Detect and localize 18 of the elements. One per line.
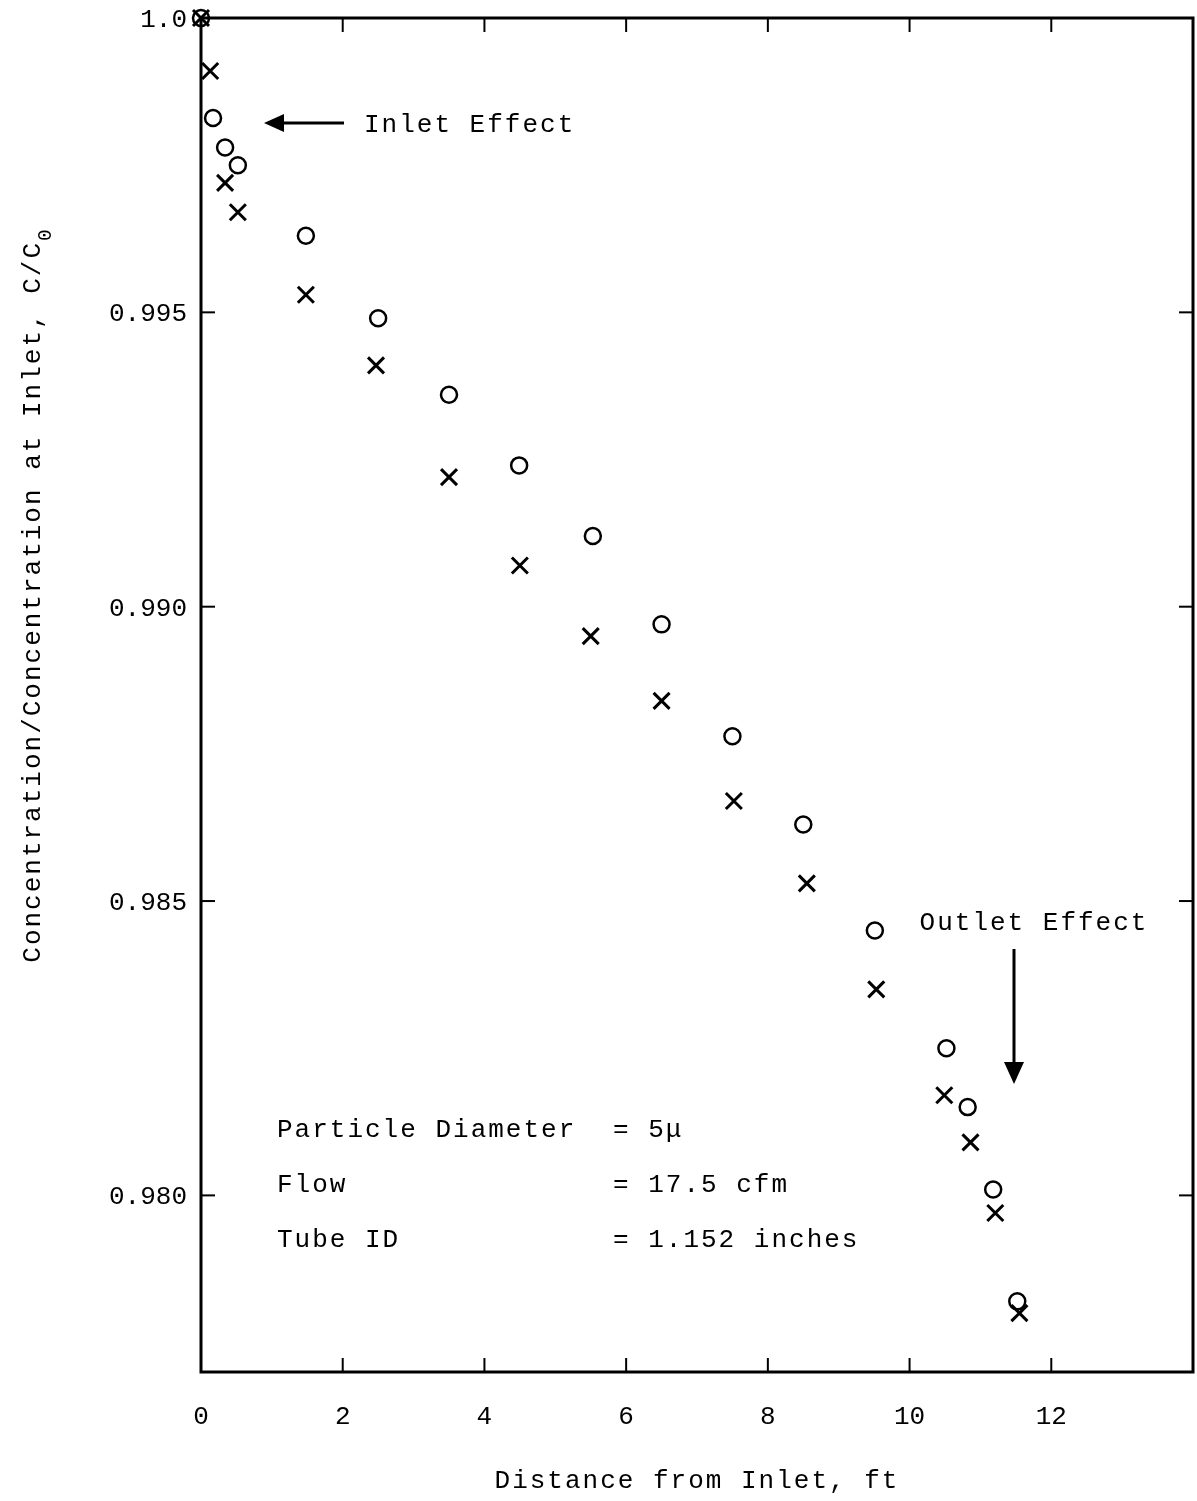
annotation: Inlet Effect — [364, 110, 576, 140]
y-tick-label: 0.980 — [108, 1182, 187, 1213]
x-tick-label: 12 — [1035, 1402, 1067, 1432]
x-tick-label: 6 — [618, 1402, 634, 1432]
annotation: Outlet Effect — [919, 908, 1149, 938]
x-tick-label: 10 — [893, 1402, 926, 1432]
x-axis-title: Distance from Inlet, ft — [494, 1466, 900, 1496]
x-tick-label: 0 — [193, 1402, 209, 1432]
y-tick-label: 0.990 — [108, 593, 187, 624]
y-tick-label: 1.0 — [140, 5, 187, 35]
text: Flow = 17.5 cfm — [277, 1170, 790, 1200]
y-tick-label: 0.985 — [108, 888, 187, 919]
x-tick-label: 2 — [334, 1402, 351, 1432]
x-tick-label: 8 — [760, 1402, 776, 1432]
text: Particle Diameter = 5μ — [277, 1115, 684, 1145]
text: Tube ID = 1.152 inches — [277, 1225, 860, 1255]
x-tick-label: 4 — [476, 1402, 493, 1432]
y-tick-label: 0.995 — [108, 299, 187, 330]
